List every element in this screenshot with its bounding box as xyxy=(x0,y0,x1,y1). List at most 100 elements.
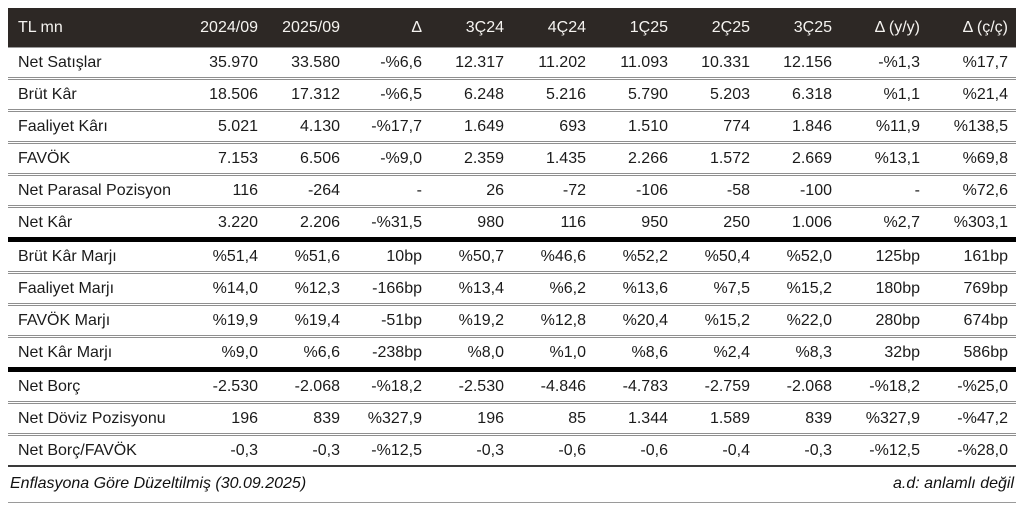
cell-value: %1,1 xyxy=(840,78,928,112)
cell-value: -%47,2 xyxy=(928,402,1016,436)
cell-value: %19,4 xyxy=(266,304,348,338)
cell-value: %20,4 xyxy=(594,304,676,338)
cell-value: %7,5 xyxy=(676,272,758,306)
cell-value: %12,8 xyxy=(512,304,594,338)
cell-value: -0,3 xyxy=(758,434,840,467)
cell-value: %21,4 xyxy=(928,78,1016,112)
row-label: Net Borç/FAVÖK xyxy=(8,434,184,467)
cell-value: %17,7 xyxy=(928,47,1016,80)
cell-value: 7.153 xyxy=(184,142,266,176)
cell-value: 693 xyxy=(512,110,594,144)
row-label: Net Satışlar xyxy=(8,47,184,80)
cell-value: %12,3 xyxy=(266,272,348,306)
cell-value: %6,2 xyxy=(512,272,594,306)
cell-value: 2.206 xyxy=(266,206,348,242)
cell-value: 769bp xyxy=(928,272,1016,306)
cell-value: 116 xyxy=(512,206,594,242)
cell-value: -51bp xyxy=(348,304,430,338)
cell-value: -0,4 xyxy=(676,434,758,467)
row-label: Faaliyet Marjı xyxy=(8,272,184,306)
cell-value: 839 xyxy=(758,402,840,436)
row-label: Brüt Kâr xyxy=(8,78,184,112)
cell-value: %13,6 xyxy=(594,272,676,306)
cell-value: %8,6 xyxy=(594,336,676,372)
cell-value: %51,4 xyxy=(184,239,266,274)
cell-value: 6.248 xyxy=(430,78,512,112)
cell-value: -238bp xyxy=(348,336,430,372)
cell-value: %52,2 xyxy=(594,239,676,274)
cell-value: %327,9 xyxy=(348,402,430,436)
cell-value: -%18,2 xyxy=(348,369,430,404)
cell-value: 196 xyxy=(430,402,512,436)
cell-value: 12.156 xyxy=(758,47,840,80)
cell-value: -0,6 xyxy=(594,434,676,467)
column-header-3c25: 3Ç25 xyxy=(758,8,840,48)
cell-value: -2.530 xyxy=(430,369,512,404)
cell-value: 250 xyxy=(676,206,758,242)
cell-value: %22,0 xyxy=(758,304,840,338)
cell-value: 125bp xyxy=(840,239,928,274)
row-label: FAVÖK Marjı xyxy=(8,304,184,338)
table-row: Faaliyet Kârı 5.021 4.130 -%17,7 1.649 693 1.5… xyxy=(8,110,1016,144)
cell-value: -264 xyxy=(266,174,348,208)
cell-value: %15,2 xyxy=(758,272,840,306)
cell-value: 774 xyxy=(676,110,758,144)
row-label: Faaliyet Kârı xyxy=(8,110,184,144)
cell-value: -2.759 xyxy=(676,369,758,404)
cell-value: 11.202 xyxy=(512,47,594,80)
cell-value: -58 xyxy=(676,174,758,208)
row-label: Net Döviz Pozisyonu xyxy=(8,402,184,436)
cell-value: 10bp xyxy=(348,239,430,274)
cell-value: -%18,2 xyxy=(840,369,928,404)
cell-value: 196 xyxy=(184,402,266,436)
table-row: Net Döviz Pozisyonu 196 839 %327,9 196 85 1.34… xyxy=(8,402,1016,436)
column-header-2025-09: 2025/09 xyxy=(266,8,348,48)
column-header-unit: TL mn xyxy=(8,8,184,48)
column-header-2c25: 2Ç25 xyxy=(676,8,758,48)
cell-value: 116 xyxy=(184,174,266,208)
cell-value: %52,0 xyxy=(758,239,840,274)
cell-value: %1,0 xyxy=(512,336,594,372)
cell-value: 6.506 xyxy=(266,142,348,176)
cell-value: -0,3 xyxy=(430,434,512,467)
header-row: TL mn 2024/09 2025/09 Δ 3Ç24 4Ç24 1Ç25 2… xyxy=(8,8,1016,48)
cell-value: %8,3 xyxy=(758,336,840,372)
table-header: TL mn 2024/09 2025/09 Δ 3Ç24 4Ç24 1Ç25 2… xyxy=(8,8,1016,48)
cell-value: %303,1 xyxy=(928,206,1016,242)
cell-value: -100 xyxy=(758,174,840,208)
table-row: Brüt Kâr Marjı %51,4 %51,6 10bp %50,7 %46,6 %5… xyxy=(8,239,1016,274)
cell-value: %8,0 xyxy=(430,336,512,372)
cell-value: 839 xyxy=(266,402,348,436)
cell-value: 5.790 xyxy=(594,78,676,112)
cell-value: 4.130 xyxy=(266,110,348,144)
cell-value: 33.580 xyxy=(266,47,348,80)
cell-value: %69,8 xyxy=(928,142,1016,176)
column-header-1c25: 1Ç25 xyxy=(594,8,676,48)
cell-value: -%1,3 xyxy=(840,47,928,80)
cell-value: -%17,7 xyxy=(348,110,430,144)
column-header-delta-qoq: Δ (ç/ç) xyxy=(928,8,1016,48)
table-footnotes: Enflasyona Göre Düzeltilmiş (30.09.2025)… xyxy=(8,467,1016,503)
table-row: Net Kâr Marjı %9,0 %6,6 -238bp %8,0 %1,0 %8,6%… xyxy=(8,336,1016,372)
cell-value: -166bp xyxy=(348,272,430,306)
cell-value: %19,2 xyxy=(430,304,512,338)
table-body: Net Satışlar 35.970 33.580 -%6,6 12.317 11.20… xyxy=(8,47,1016,467)
cell-value: -106 xyxy=(594,174,676,208)
table-row: Faaliyet Marjı %14,0 %12,3 -166bp %13,4 %6,2%… xyxy=(8,272,1016,306)
table-row: Net Borç -2.530 -2.068 -%18,2 -2.530 -4.846 -4… xyxy=(8,369,1016,404)
cell-value: 2.359 xyxy=(430,142,512,176)
cell-value: -%12,5 xyxy=(348,434,430,467)
cell-value: -4.783 xyxy=(594,369,676,404)
cell-value: 1.435 xyxy=(512,142,594,176)
cell-value: 35.970 xyxy=(184,47,266,80)
footnote-ad-legend: a.d: anlamlı değil xyxy=(893,475,1014,492)
cell-value: -2.530 xyxy=(184,369,266,404)
cell-value: %46,6 xyxy=(512,239,594,274)
cell-value: %11,9 xyxy=(840,110,928,144)
cell-value: %50,4 xyxy=(676,239,758,274)
table-row: FAVÖK Marjı %19,9 %19,4 -51bp %19,2 %12,8 %20,… xyxy=(8,304,1016,338)
cell-value: %138,5 xyxy=(928,110,1016,144)
cell-value: %6,6 xyxy=(266,336,348,372)
cell-value: 5.203 xyxy=(676,78,758,112)
table-row: FAVÖK 7.153 6.506 -%9,0 2.359 1.435 2.266 1.572… xyxy=(8,142,1016,176)
